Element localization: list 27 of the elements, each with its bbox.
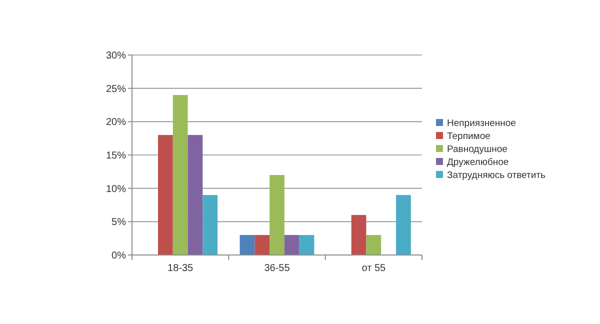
bar [254,235,270,255]
bar [366,235,382,255]
bar [299,235,314,255]
y-tick-label: 15% [106,150,126,162]
y-tick-label: 20% [106,117,126,128]
x-tick-label: от 55 [362,263,386,274]
y-tick-label: 5% [112,217,126,228]
bar [396,195,411,255]
x-tick-label: 18-35 [168,263,194,274]
bar [284,235,300,255]
bar [240,235,255,255]
bar [158,135,173,255]
bar [188,135,203,255]
y-tick-label: 10% [106,184,126,195]
x-tick-label: 36-55 [264,263,290,274]
legend-label: Дружелюбное [447,156,509,168]
y-tick-label: 25% [106,84,126,95]
y-tick-label: 0% [112,250,126,262]
legend-label: Терпимое [447,130,490,142]
y-tick-label: 30% [106,50,126,62]
legend-label: Затрудняюсь ответить [447,170,546,181]
bar [172,95,188,255]
legend-label: Неприязненное [447,118,516,129]
bar [202,195,218,255]
legend-label: Равнодушное [447,144,508,155]
bar [351,215,366,255]
bar [270,175,284,255]
